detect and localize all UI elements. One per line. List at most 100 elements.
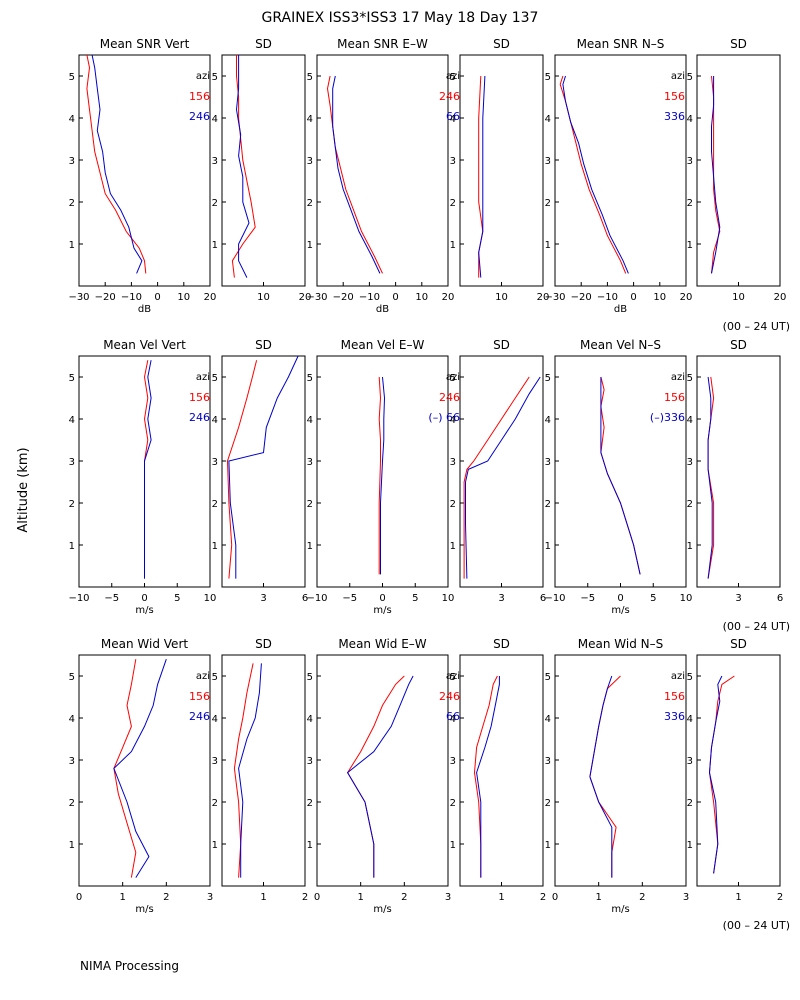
x-tick-label: 1 (119, 892, 125, 903)
y-tick-label: 4 (687, 415, 693, 426)
y-tick-label: 3 (69, 156, 75, 167)
x-tick-label: −10 (359, 292, 380, 303)
y-tick-label: 3 (545, 457, 551, 468)
x-tick-label: −30 (68, 292, 89, 303)
x-tick-label: −10 (306, 593, 327, 604)
x-tick-label: −10 (597, 292, 618, 303)
y-tick-label: 5 (69, 672, 75, 683)
y-tick-label: 1 (687, 840, 693, 851)
x-axis-label: dB (376, 304, 389, 315)
panel-9: Mean Vel E–W 1 2 3 4 5 −10 −5 0 5 10 m/s azi 246 (–) 6… (306, 338, 460, 616)
y-tick-label: 2 (450, 499, 456, 510)
panel-5: Mean SNR N–S 1 2 3 4 5 −30 −20 −10 0 10 20 dB azi 156 3… (544, 37, 692, 315)
x-tick-label: 10 (732, 292, 745, 303)
series-line-red (589, 675, 621, 878)
x-tick-label: 0 (630, 292, 636, 303)
legend-header: azi (196, 372, 210, 383)
legend-entry: 66 (446, 110, 460, 123)
series-line-red (86, 54, 147, 274)
x-tick-label: −10 (544, 593, 565, 604)
y-tick-label: 5 (545, 672, 551, 683)
x-tick-label: 5 (412, 593, 418, 604)
y-tick-label: 5 (687, 672, 693, 683)
x-tick-label: 2 (777, 892, 783, 903)
x-tick-label: 20 (680, 292, 693, 303)
x-tick-label: −5 (580, 593, 595, 604)
x-tick-label: −30 (306, 292, 327, 303)
legend-entry: 156 (189, 90, 210, 103)
y-tick-label: 5 (307, 72, 313, 83)
legend-entry: 246 (439, 690, 460, 703)
legend-entry: 156 (189, 690, 210, 703)
series-line-blue (478, 75, 486, 278)
y-tick-label: 1 (69, 240, 75, 251)
x-tick-label: 3 (260, 593, 266, 604)
panel-frame (78, 654, 211, 887)
y-tick-label: 1 (545, 840, 551, 851)
footer-label: NIMA Processing (80, 959, 179, 973)
y-tick-label: 3 (212, 156, 218, 167)
y-tick-label: 4 (687, 114, 693, 125)
y-tick-label: 2 (687, 198, 693, 209)
series-line-red (559, 75, 627, 274)
time-range-note-row3: (00 – 24 UT) (723, 919, 790, 932)
y-tick-label: 3 (545, 156, 551, 167)
panel-title: SD (255, 637, 272, 651)
panel-frame (316, 654, 449, 887)
x-tick-label: 0 (154, 292, 160, 303)
y-tick-label: 3 (212, 457, 218, 468)
series-line-blue (238, 663, 262, 878)
x-tick-label: 0 (552, 892, 558, 903)
y-tick-label: 5 (545, 373, 551, 384)
x-tick-label: 1 (260, 892, 266, 903)
y-tick-label: 1 (212, 541, 218, 552)
series-line-blue (562, 75, 629, 274)
panel-title: Mean Wid E–W (338, 637, 426, 651)
legend-entry: 246 (189, 110, 210, 123)
y-tick-label: 4 (545, 114, 551, 125)
x-tick-label: −20 (571, 292, 592, 303)
y-tick-label: 1 (450, 240, 456, 251)
panel-title: SD (730, 338, 747, 352)
x-axis-label: dB (614, 304, 627, 315)
legend-header: azi (196, 671, 210, 682)
series-line-red (347, 675, 405, 878)
x-tick-label: 20 (442, 292, 455, 303)
series-line-red (600, 376, 641, 575)
y-tick-label: 4 (69, 714, 75, 725)
panel-7: Mean Vel Vert 1 2 3 4 5 −10 −5 0 5 10 m/s azi 156 246 (68, 338, 216, 616)
y-tick-label: 5 (545, 72, 551, 83)
y-tick-label: 1 (69, 840, 75, 851)
legend-header: azi (446, 71, 460, 82)
series-line-red (378, 376, 382, 575)
legend-header: azi (196, 71, 210, 82)
y-tick-label: 4 (307, 415, 313, 426)
x-tick-label: 1 (735, 892, 741, 903)
x-axis-label: m/s (373, 904, 391, 915)
y-tick-label: 2 (687, 499, 693, 510)
panel-18: SD 1 2 3 4 5 1 2 (687, 637, 784, 903)
panel-title: Mean SNR Vert (100, 37, 190, 51)
x-tick-label: 3 (735, 593, 741, 604)
legend-entry: 156 (664, 90, 685, 103)
legend-header: azi (446, 671, 460, 682)
legend-entry: 156 (189, 391, 210, 404)
x-tick-label: 3 (445, 892, 451, 903)
y-tick-label: 2 (69, 198, 75, 209)
legend-entry: (–) 66 (428, 411, 460, 424)
x-tick-label: 2 (639, 892, 645, 903)
legend-entry: (–)336 (650, 411, 685, 424)
y-tick-label: 3 (307, 156, 313, 167)
y-tick-label: 4 (450, 415, 456, 426)
y-tick-label: 2 (545, 198, 551, 209)
y-tick-label: 4 (307, 114, 313, 125)
legend-entry: 156 (664, 690, 685, 703)
panel-1: Mean SNR Vert 1 2 3 4 5 −30 −20 −10 0 10 20 dB azi 156… (68, 37, 216, 315)
x-tick-label: 10 (442, 593, 455, 604)
y-tick-label: 3 (212, 756, 218, 767)
x-tick-label: 20 (537, 292, 550, 303)
panel-title: SD (730, 37, 747, 51)
y-tick-label: 1 (687, 541, 693, 552)
y-tick-label: 2 (307, 198, 313, 209)
